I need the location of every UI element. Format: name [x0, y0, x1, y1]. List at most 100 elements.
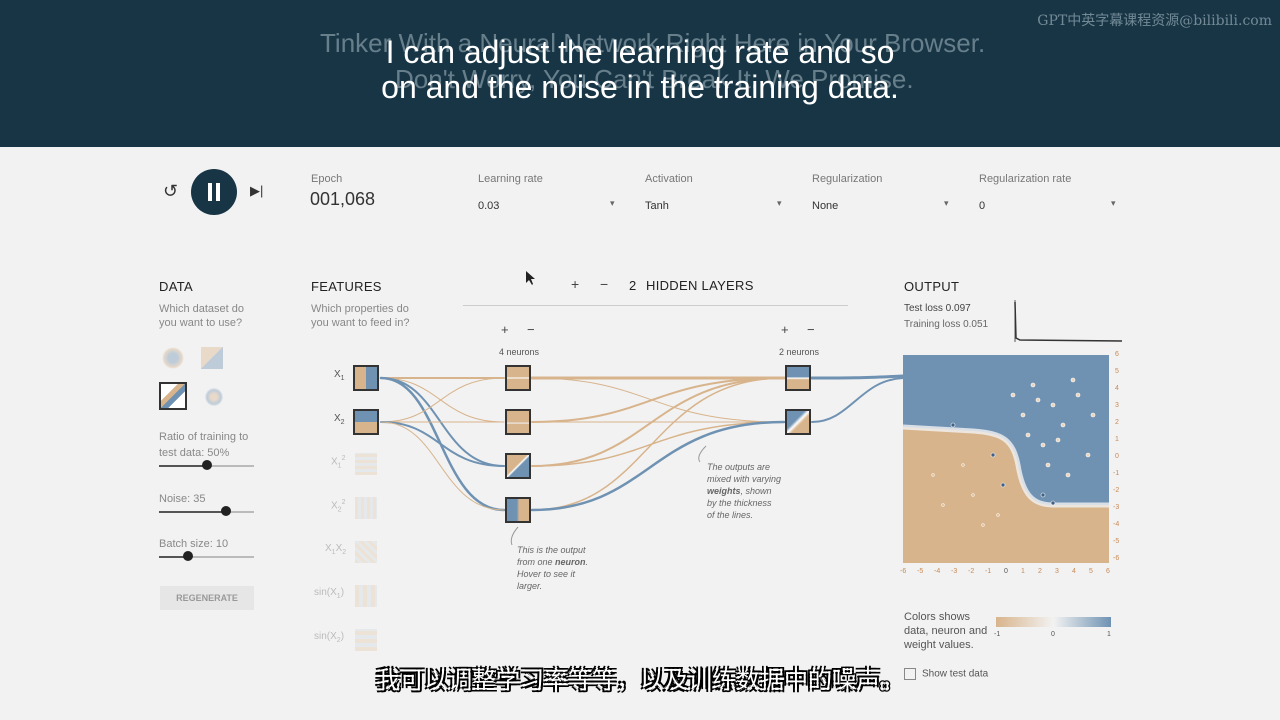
dataset-xor-thumb[interactable]	[201, 347, 223, 369]
subtitle-line-1: I can adjust the learning rate and so	[385, 34, 895, 70]
show-test-data-checkbox[interactable]: Show test data	[904, 668, 988, 680]
data-points-orange	[931, 463, 1000, 527]
y-tick: -2	[1113, 487, 1120, 494]
color-legend-text: Colors shows data, neuron and weight val…	[904, 611, 988, 651]
batch-slider-fill	[159, 556, 188, 558]
y-tick: 0	[1115, 453, 1119, 460]
y-tick: 6	[1115, 351, 1119, 358]
feature-label-x1-squared: X12	[331, 455, 346, 470]
batch-size-label: Batch size: 10	[159, 538, 229, 550]
chevron-down-icon: ▾	[610, 198, 615, 208]
noise-slider-fill	[159, 511, 226, 513]
layer2-remove-neuron-button[interactable]: −	[807, 322, 815, 337]
ratio-slider[interactable]	[159, 460, 254, 472]
feature-label-x2: X2	[334, 413, 345, 426]
noise-slider-knob[interactable]	[220, 506, 231, 516]
ratio-slider-knob[interactable]	[201, 460, 212, 470]
dataset-gaussian-thumb-selected[interactable]	[159, 382, 187, 410]
subtitle-line-2: on and the noise in the training data.	[381, 69, 899, 105]
learning-rate-label: Learning rate	[478, 173, 543, 185]
pause-icon-bar-left	[208, 183, 212, 201]
weight-line	[531, 377, 785, 423]
reset-icon[interactable]: ↺	[163, 181, 179, 201]
x-tick: 3	[1055, 568, 1059, 575]
output-heatmap	[903, 355, 1109, 563]
features-title: FEATURES	[311, 279, 382, 294]
checkbox-box[interactable]	[904, 668, 916, 680]
x-tick: -6	[900, 568, 907, 575]
learning-rate-value: 0.03	[478, 200, 500, 212]
y-tick: -1	[1113, 470, 1120, 477]
feature-x1-toggle[interactable]	[353, 365, 379, 391]
y-tick: 4	[1115, 385, 1119, 392]
ratio-slider-rest	[206, 465, 254, 467]
dataset-circle-thumb[interactable]	[162, 347, 184, 369]
loss-curve-chart	[1014, 300, 1123, 342]
dataset-spiral-thumb[interactable]	[203, 386, 225, 408]
neuron-l1-4[interactable]	[505, 497, 531, 523]
noise-slider[interactable]	[159, 506, 254, 518]
feature-x1x2-toggle[interactable]	[355, 541, 377, 563]
y-tick: -6	[1113, 555, 1120, 562]
ghost-subheading: Don't Worry, You Can't Break It. We Prom…	[395, 64, 914, 94]
y-tick: 1	[1115, 436, 1119, 443]
feature-x1-squared-toggle[interactable]	[355, 453, 377, 475]
regularization-rate-select[interactable]: 0 ▾	[979, 196, 1119, 214]
activation-select[interactable]: Tanh ▾	[645, 196, 785, 214]
neuron-l2-1[interactable]	[785, 365, 811, 391]
y-tick: -5	[1113, 538, 1120, 545]
neuron-l1-3[interactable]	[505, 453, 531, 479]
step-icon[interactable]: ▶|	[250, 183, 264, 198]
hidden-layer-count: 2	[629, 278, 637, 293]
regenerate-button[interactable]: REGENERATE	[160, 586, 254, 610]
regularization-select[interactable]: None ▾	[812, 196, 952, 214]
weight-line	[380, 421, 505, 467]
legend-max-label: 1	[1107, 631, 1111, 638]
mouse-cursor-icon	[526, 271, 535, 285]
annotation-arrow	[510, 526, 519, 546]
legend-mid-label: 0	[1051, 631, 1055, 638]
x-tick: -5	[917, 568, 924, 575]
feature-label-x1: X1	[334, 369, 345, 382]
weight-line	[531, 377, 785, 423]
heatmap-blue-region	[903, 355, 1109, 505]
legend-min-label: -1	[994, 631, 1001, 638]
loss-curve-line	[1014, 301, 1123, 342]
y-tick: 2	[1115, 419, 1119, 426]
regularization-rate-label: Regularization rate	[979, 173, 1072, 185]
feature-sin-x2-toggle[interactable]	[355, 629, 377, 651]
epoch-value: 001,068	[310, 189, 376, 209]
x-tick: -2	[968, 568, 975, 575]
weight-line	[811, 377, 904, 423]
feature-label-x2-squared: X22	[331, 499, 346, 514]
layer1-add-neuron-button[interactable]: +	[501, 322, 509, 337]
data-points-orange-region	[950, 422, 1056, 506]
neuron-l1-1[interactable]	[505, 365, 531, 391]
neuron-l1-2[interactable]	[505, 409, 531, 435]
features-question-2: you want to feed in?	[311, 317, 410, 329]
pause-button[interactable]	[191, 169, 237, 215]
batch-slider-knob[interactable]	[182, 551, 193, 561]
feature-sin-x1-toggle[interactable]	[355, 585, 377, 607]
x-tick: 5	[1089, 568, 1093, 575]
remove-layer-button[interactable]: −	[600, 276, 609, 292]
learning-rate-select[interactable]: 0.03 ▾	[478, 196, 618, 214]
batch-size-slider[interactable]	[159, 551, 254, 563]
feature-x2-squared-toggle[interactable]	[355, 497, 377, 519]
data-points-blue-region	[1010, 377, 1096, 478]
feature-x2-toggle[interactable]	[353, 409, 379, 435]
layer1-neuron-count: 4 neurons	[499, 347, 540, 357]
add-layer-button[interactable]: +	[571, 276, 580, 292]
video-banner: Tinker With a Neural Network Right Here …	[0, 0, 1280, 147]
feature-label-sin-x1: sin(X1)	[314, 587, 345, 600]
layer2-add-neuron-button[interactable]: +	[781, 322, 789, 337]
weight-line	[380, 421, 505, 511]
neuron-l2-2[interactable]	[785, 409, 811, 435]
epoch-label: Epoch	[311, 173, 343, 185]
x-tick: -4	[934, 568, 941, 575]
weight-line	[380, 377, 505, 423]
ratio-slider-fill	[159, 465, 207, 467]
regularization-label: Regularization	[812, 173, 883, 185]
regularization-rate-value: 0	[979, 200, 986, 212]
layer1-remove-neuron-button[interactable]: −	[527, 322, 535, 337]
